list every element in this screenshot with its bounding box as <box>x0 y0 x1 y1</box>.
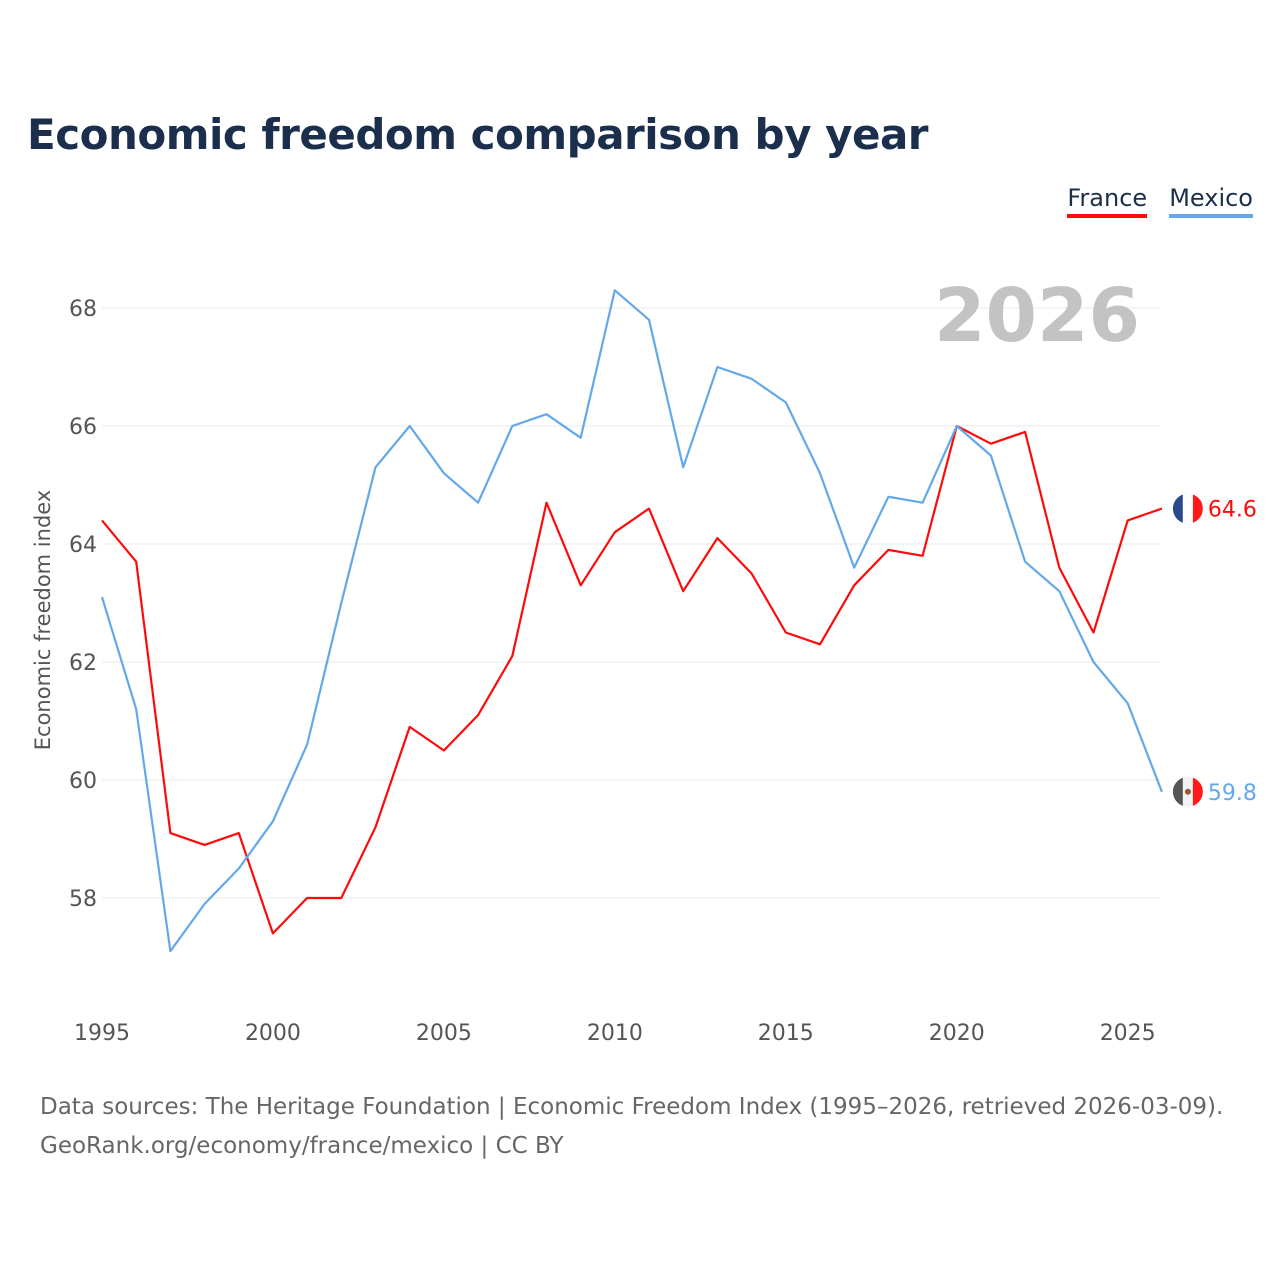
series-line-mexico <box>100 289 1163 953</box>
source-line-1: Data sources: The Heritage Foundation | … <box>40 1094 1224 1120</box>
y-axis-label: Economic freedom index <box>31 490 55 751</box>
flag-icon-france <box>1172 493 1203 524</box>
data-source: Data sources: The Heritage Foundation | … <box>40 1088 1223 1166</box>
legend-mexico[interactable]: Mexico <box>1169 184 1253 218</box>
x-tick-label: 2000 <box>245 1021 301 1046</box>
x-tick-label: 2005 <box>416 1021 472 1046</box>
x-tick-label: 2015 <box>758 1021 814 1046</box>
y-tick-label: 64 <box>69 533 97 558</box>
legend: France Mexico <box>1067 184 1253 218</box>
y-tick-label: 62 <box>69 651 97 676</box>
y-tick-label: 58 <box>69 887 97 912</box>
x-tick-label: 1995 <box>74 1021 130 1046</box>
series-line-france <box>101 424 1163 935</box>
y-tick-label: 60 <box>69 769 97 794</box>
legend-france[interactable]: France <box>1067 184 1148 218</box>
y-tick-label: 66 <box>69 415 97 440</box>
source-line-2[interactable]: GeoRank.org/economy/france/mexico | CC B… <box>40 1133 564 1159</box>
chart-title: Economic freedom comparison by year <box>27 110 929 159</box>
flag-icon-mexico <box>1172 776 1203 807</box>
y-tick-label: 68 <box>69 297 97 322</box>
x-tick-label: 2010 <box>587 1021 643 1046</box>
x-tick-label: 2020 <box>929 1021 985 1046</box>
end-label-mexico: 59.8 <box>1208 781 1257 806</box>
x-tick-label: 2025 <box>1100 1021 1156 1046</box>
end-label-france: 64.6 <box>1208 498 1257 523</box>
year-watermark: 2026 <box>934 273 1140 359</box>
